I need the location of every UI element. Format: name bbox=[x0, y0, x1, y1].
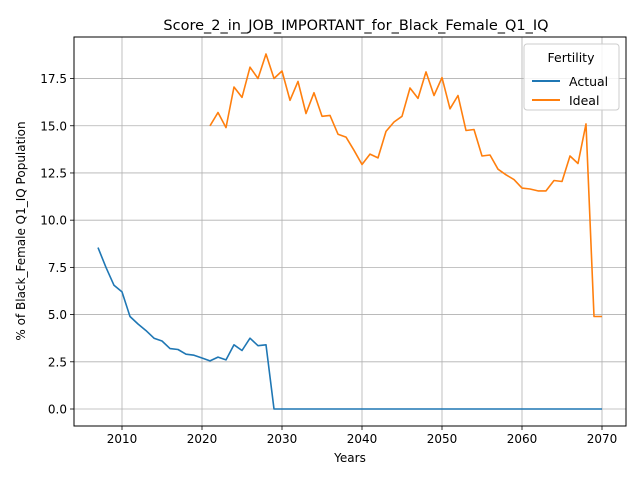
grid bbox=[74, 37, 626, 426]
y-tick-label: 5.0 bbox=[48, 308, 67, 322]
plot-area bbox=[97, 53, 602, 410]
x-tick-label: 2050 bbox=[427, 432, 458, 446]
y-tick-label: 7.5 bbox=[48, 261, 67, 275]
series-line-actual bbox=[97, 247, 602, 410]
axes-frame bbox=[73, 36, 627, 427]
y-tick-label: 12.5 bbox=[40, 166, 67, 180]
series-line-ideal bbox=[209, 53, 602, 318]
y-tick-label: 0.0 bbox=[48, 403, 67, 417]
y-tick-label: 17.5 bbox=[40, 72, 67, 86]
x-tick-label: 2060 bbox=[507, 432, 538, 446]
legend-label-ideal: Ideal bbox=[569, 93, 599, 108]
x-tick-label: 2040 bbox=[347, 432, 378, 446]
y-axis: 0.0 2.5 5.0 7.5 10.0 12.5 15.0 17.5 bbox=[40, 72, 74, 417]
legend: Fertility Actual Ideal bbox=[523, 43, 620, 111]
legend-box bbox=[523, 43, 620, 111]
legend-label-actual: Actual bbox=[569, 74, 608, 89]
x-axis: 2010 2020 2030 2040 2050 2060 2070 bbox=[107, 426, 618, 446]
x-tick-label: 2020 bbox=[187, 432, 218, 446]
x-tick-label: 2010 bbox=[107, 432, 138, 446]
y-tick-label: 2.5 bbox=[48, 355, 67, 369]
x-tick-label: 2070 bbox=[587, 432, 618, 446]
y-tick-label: 10.0 bbox=[40, 214, 67, 228]
x-axis-label: Years bbox=[333, 451, 366, 465]
x-tick-label: 2030 bbox=[267, 432, 298, 446]
y-axis-label: % of Black_Female Q1_IQ Population bbox=[14, 121, 28, 340]
chart-title: Score_2_in_JOB_IMPORTANT_for_Black_Femal… bbox=[163, 18, 548, 34]
y-tick-label: 15.0 bbox=[40, 119, 67, 133]
legend-title: Fertility bbox=[548, 50, 596, 65]
